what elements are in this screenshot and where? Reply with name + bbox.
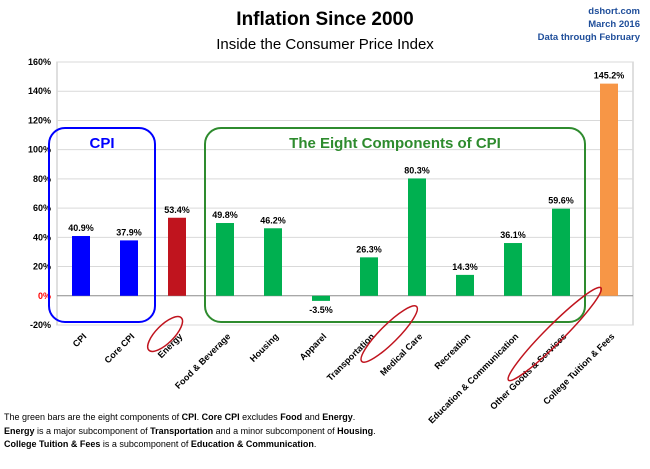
data-label: 26.3% — [356, 244, 382, 254]
footnote-text: Energy — [322, 412, 353, 422]
bar-9 — [504, 243, 522, 296]
footnote-text: Housing — [337, 425, 374, 436]
footnote-text: . — [196, 412, 202, 422]
x-category-label: Energy — [156, 331, 185, 360]
bar-7 — [408, 178, 426, 296]
footnote-text: . — [313, 439, 317, 449]
plot-area: -20% 0% 20% 40% 60% 80% 100% 120% 140% 160% 40.9% 3… — [28, 57, 634, 425]
source-line-1: dshort.com — [588, 6, 640, 17]
y-tick-label: -20% — [30, 320, 51, 330]
footnote-line: Energy is a major subcomponent of Transp… — [4, 425, 644, 439]
footnote-text: Transportation — [150, 425, 214, 436]
data-label: 49.8% — [212, 210, 238, 220]
footnote-text: Core CPI — [201, 412, 240, 422]
bar-6 — [360, 257, 378, 296]
footnote-line: The green bars are the eight components … — [4, 411, 644, 425]
x-category-label: Medical Care — [378, 331, 424, 377]
bar-10 — [552, 208, 570, 296]
x-category-label: CPI — [71, 331, 89, 349]
data-label: 40.9% — [68, 223, 94, 233]
source-line-3: Data through February — [538, 32, 641, 43]
bar-1 — [120, 240, 138, 296]
footnote-text: . — [352, 412, 356, 422]
data-label: 46.2% — [260, 215, 286, 225]
plot-frame — [56, 61, 634, 326]
bar-5 — [312, 295, 330, 301]
bar-0 — [72, 236, 90, 296]
y-tick-label: 160% — [28, 57, 51, 67]
data-label: 37.9% — [116, 227, 142, 237]
data-label: 145.2% — [594, 71, 625, 81]
x-category-label: Transportation — [325, 331, 377, 383]
group-title: CPI — [89, 135, 114, 152]
data-label: 59.6% — [548, 196, 574, 206]
footnote-text: and — [302, 412, 323, 422]
x-category-label: Housing — [248, 331, 281, 364]
footnote-text: and a minor subcomponent of — [213, 425, 338, 436]
bar-2 — [168, 217, 186, 296]
group-title: The Eight Components of CPI — [289, 135, 501, 152]
highlight-circle — [507, 286, 603, 382]
y-tick-label: 0% — [38, 291, 51, 301]
data-label: -3.5% — [309, 305, 333, 315]
bar-3 — [216, 223, 234, 296]
footnote-line: College Tuition & Fees is a subcomponent… — [4, 438, 644, 452]
footnote-text: is a major subcomponent of — [34, 425, 151, 436]
data-label: 36.1% — [500, 230, 526, 240]
chart-title: Inflation Since 2000 — [236, 9, 413, 30]
data-label: 80.3% — [404, 165, 430, 175]
footnote-text: Education & Communication — [190, 439, 314, 449]
footnote-text: College Tuition & Fees — [4, 439, 101, 449]
x-category-label: Recreation — [432, 331, 472, 371]
group-box — [48, 127, 156, 323]
data-label: 53.4% — [164, 205, 190, 215]
footnote-text: is a subcomponent of — [100, 439, 191, 449]
footnote-text: . — [373, 425, 376, 436]
x-category-label: Core CPI — [102, 331, 136, 365]
bar-11 — [600, 83, 618, 296]
y-tick-label: 140% — [28, 86, 51, 96]
x-category-label: Apparel — [298, 331, 329, 362]
y-tick-label: 100% — [28, 145, 51, 155]
data-label: 14.3% — [452, 262, 478, 272]
y-tick-label: 20% — [33, 262, 51, 272]
group-box — [204, 127, 586, 323]
y-tick-label: 40% — [33, 232, 51, 242]
highlight-circle — [360, 305, 419, 363]
footnote-text: Energy — [4, 425, 35, 436]
y-tick-label: 60% — [33, 203, 51, 213]
bar-8 — [456, 274, 474, 296]
source-line-2: March 2016 — [588, 19, 640, 30]
footnote-text: The green bars are the eight components … — [4, 412, 182, 422]
y-tick-label: 120% — [28, 115, 51, 125]
footnote-text: excludes — [239, 412, 281, 422]
highlight-circle — [146, 315, 184, 353]
footnote-text: Food — [280, 412, 303, 422]
y-tick-label: 80% — [33, 174, 51, 184]
footnotes: The green bars are the eight components … — [4, 411, 644, 452]
chart-subtitle: Inside the Consumer Price Index — [216, 36, 434, 53]
footnote-text: CPI — [181, 412, 197, 422]
bar-4 — [264, 228, 282, 296]
